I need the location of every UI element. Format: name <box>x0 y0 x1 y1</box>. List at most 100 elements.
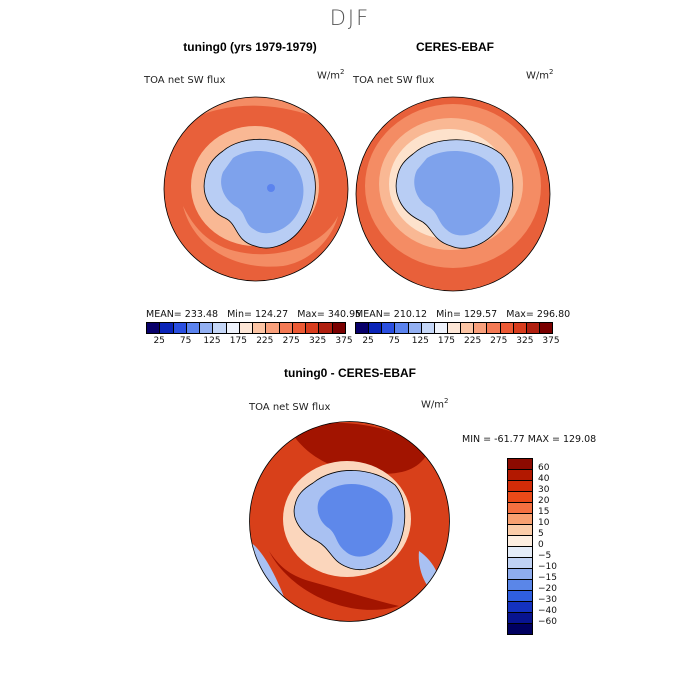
colorbar-swatch <box>513 323 527 333</box>
colorbar-swatch <box>239 323 254 333</box>
colorbar-swatch <box>279 323 293 333</box>
colorbar-tick-label: 325 <box>516 336 534 346</box>
season-title: DJF <box>329 6 371 30</box>
colorbar-swatch <box>508 470 532 481</box>
colorbar-model <box>146 322 346 334</box>
colorbar-tick-label: 375 <box>542 336 560 346</box>
stats-obs: MEAN= 210.12 Min= 129.57 Max= 296.80 <box>355 309 571 320</box>
colorbar-swatch <box>306 323 320 333</box>
colorbar-tick-label: 25 <box>362 336 374 346</box>
map-border <box>249 421 450 622</box>
colorbar-tick-label: 25 <box>153 336 165 346</box>
unit-label-diff: W/m2 <box>421 397 449 411</box>
colorbar-swatch <box>226 323 240 333</box>
colorbar-tick-label: −10 <box>538 562 557 572</box>
colorbar-tick-label: 275 <box>282 336 300 346</box>
colorbar-ticks-model: 25 75 125 175 225 275 325 375 <box>146 336 352 348</box>
colorbar-swatch <box>508 558 532 569</box>
polar-map-obs <box>355 96 551 292</box>
colorbar-tick-label: 375 <box>335 336 353 346</box>
diff-high <box>269 551 399 610</box>
minmax-diff: MIN = -61.77 MAX = 129.08 <box>462 434 597 445</box>
colorbar-tick-label: 225 <box>256 336 274 346</box>
colorbar-swatch <box>434 323 448 333</box>
colorbar-swatch <box>508 492 532 503</box>
colorbar-swatch <box>395 323 409 333</box>
colorbar-swatch <box>508 514 532 525</box>
colorbar-swatch <box>332 323 345 333</box>
colorbar-tick-label: −20 <box>538 584 557 594</box>
colorbar-swatch <box>160 323 174 333</box>
colorbar-tick-label: 75 <box>388 336 400 346</box>
colorbar-swatch <box>508 481 532 492</box>
colorbar-swatch <box>508 580 532 591</box>
colorbar-swatch <box>508 613 532 624</box>
colorbar-swatch <box>461 323 475 333</box>
colorbar-swatch <box>508 547 532 558</box>
unit-label-obs: W/m2 <box>526 68 554 82</box>
colorbar-swatch <box>266 323 280 333</box>
antarctica-interior <box>414 151 501 236</box>
colorbar-swatch <box>474 323 488 333</box>
colorbar-swatch <box>500 323 514 333</box>
colorbar-tick-label: 60 <box>538 463 550 473</box>
colorbar-tick-label: 0 <box>538 540 544 550</box>
colorbar-swatch <box>508 602 532 613</box>
colorbar-swatch <box>508 569 532 580</box>
colorbar-swatch <box>147 323 161 333</box>
colorbar-tick-label: 75 <box>179 336 192 346</box>
colorbar-tick-label: 30 <box>538 485 550 495</box>
antarctica-interior <box>221 151 304 234</box>
colorbar-swatch <box>421 323 435 333</box>
colorbar-swatch <box>408 323 422 333</box>
colorbar-tick-label: −5 <box>538 551 552 561</box>
colorbar-tick-label: 225 <box>464 336 482 346</box>
colorbar-swatch <box>508 536 532 547</box>
colorbar-swatch <box>382 323 396 333</box>
colorbar-swatch <box>213 323 227 333</box>
colorbar-tick-label: 125 <box>203 336 221 346</box>
colorbar-swatch <box>253 323 267 333</box>
colorbar-tick-label: 20 <box>538 496 550 506</box>
colorbar-swatch <box>508 525 532 536</box>
diff-high <box>289 422 429 474</box>
colorbar-tick-label: −40 <box>538 606 557 616</box>
colorbar-swatch <box>292 323 307 333</box>
colorbar-swatch <box>369 323 383 333</box>
colorbar-tick-label: 40 <box>538 474 550 484</box>
colorbar-tick-label: −30 <box>538 595 557 605</box>
colorbar-swatch <box>173 323 187 333</box>
colorbar-tick-label: −60 <box>538 617 557 627</box>
colorbar-swatch <box>508 591 532 602</box>
panel-title-diff: tuning0 - CERES-EBAF <box>284 366 416 380</box>
polar-map-diff <box>249 421 450 622</box>
colorbar-tick-label: 275 <box>490 336 508 346</box>
colorbar-tick-label: 5 <box>538 529 544 539</box>
panel-title-obs: CERES-EBAF <box>415 40 494 54</box>
colorbar-swatch <box>447 323 462 333</box>
colorbar-tick-label: 125 <box>411 336 429 346</box>
variable-label-diff: TOA net SW flux <box>249 402 331 413</box>
map-border <box>355 96 551 292</box>
colorbar-tick-label: 175 <box>229 336 247 346</box>
panel-title-model: tuning0 (yrs 1979-1979) <box>183 40 317 54</box>
colorbar-diff <box>507 458 533 635</box>
colorbar-swatch <box>539 323 553 333</box>
colorbar-tick-label: 10 <box>538 518 550 528</box>
colorbar-tick-label: 15 <box>538 507 550 517</box>
map-border <box>163 96 349 282</box>
colorbar-swatch <box>508 624 532 634</box>
colorbar-tick-label: −15 <box>538 573 557 583</box>
colorbar-tick-label: 175 <box>437 336 456 346</box>
colorbar-swatch <box>186 323 201 333</box>
colorbar-swatch <box>526 323 540 333</box>
ocean-band <box>183 206 338 267</box>
polar-map-model <box>163 96 349 282</box>
colorbar-swatch <box>487 323 501 333</box>
colorbar-obs <box>355 322 553 334</box>
colorbar-swatch <box>508 503 532 514</box>
colorbar-swatch <box>200 323 214 333</box>
interior-low <box>267 184 275 192</box>
unit-label-model: W/m2 <box>317 68 345 82</box>
